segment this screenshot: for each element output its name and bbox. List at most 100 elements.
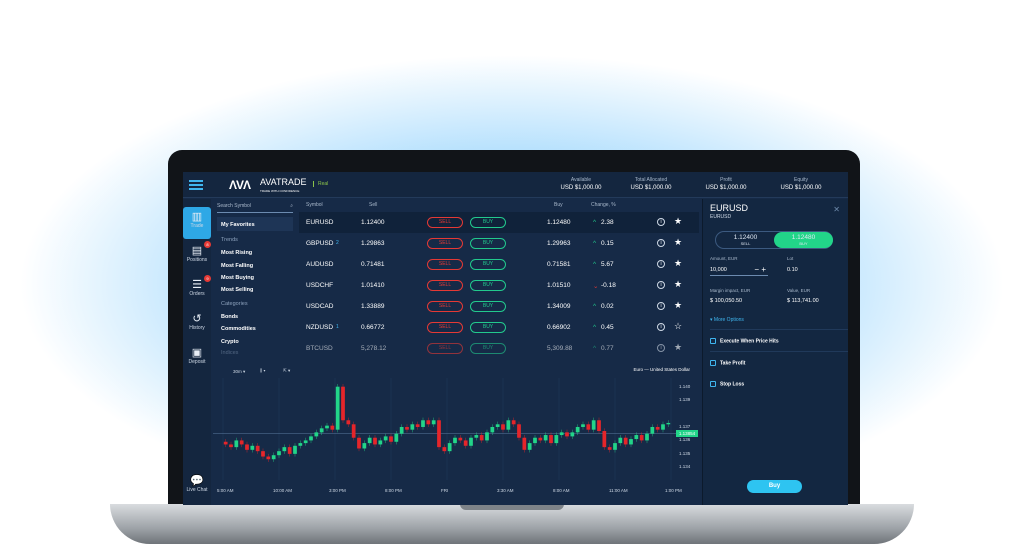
sell-button[interactable]: SELL (427, 322, 463, 333)
candle (501, 424, 505, 430)
candle (229, 444, 233, 448)
sell-button[interactable]: SELL (427, 280, 463, 291)
candle (399, 426, 404, 434)
sell-button[interactable]: SELL (427, 259, 463, 270)
nav-positions[interactable]: ▤ Positions 8 (183, 241, 211, 273)
option-execute-when-price-hits[interactable]: Execute When Price Hits (710, 329, 848, 349)
close-icon[interactable]: ✕ (833, 205, 840, 214)
sidebar-item-indices[interactable]: Indices (221, 350, 239, 356)
lot-value: 0.10 (787, 267, 798, 273)
buy-button[interactable]: BUY (470, 301, 506, 312)
star-filled-icon[interactable]: ★ (674, 237, 683, 247)
info-icon[interactable]: i (657, 260, 665, 268)
candle (575, 426, 580, 433)
star-filled-icon[interactable]: ★ (674, 279, 683, 289)
sidebar-item-most-selling[interactable]: Most Selling (221, 287, 254, 293)
candle (565, 432, 569, 437)
sidebar-item-most-rising[interactable]: Most Rising (221, 250, 253, 256)
candle (357, 437, 361, 449)
table-row[interactable]: GBPUSD 2 1.29863 SELL BUY 1.29963 ^ 0.15… (299, 233, 699, 254)
table-row[interactable]: AUDUSD 0.71481 SELL BUY 0.71581 ^ 5.67 i… (299, 254, 699, 275)
sell-button[interactable]: SELL (427, 301, 463, 312)
chart-type-icon[interactable]: ⫼ ▾ (260, 368, 266, 373)
sell-button[interactable]: SELL (427, 217, 463, 228)
sidebar-item-favorites[interactable]: My Favorites (221, 222, 255, 228)
symbol: AUDUSD (306, 261, 334, 268)
x-tick-label: 1:00 PM (665, 488, 682, 493)
info-icon[interactable]: i (657, 344, 665, 352)
x-tick-label: 5:00 AM (217, 488, 234, 493)
sell-buy-toggle: 1.12400 SELL 1.12480 BUY (715, 231, 833, 249)
briefcase-icon: ▤ (191, 245, 203, 257)
table-row[interactable]: USDCAD 1.33889 SELL BUY 1.34009 ^ 0.02 i… (299, 296, 699, 317)
sell-price: 1.01410 (361, 282, 385, 289)
option-take-profit[interactable]: Take Profit (710, 351, 848, 371)
info-icon[interactable]: i (657, 239, 665, 247)
star-filled-icon[interactable]: ★ (674, 300, 683, 310)
sell-button[interactable]: SELL (427, 238, 463, 249)
sidebar-item-commodities[interactable]: Commodities (221, 326, 256, 332)
info-icon[interactable]: i (657, 302, 665, 310)
table-row[interactable]: BTCUSD 5,278.12 SELL BUY 5,309.88 ^ 0.77… (299, 338, 699, 359)
table-row[interactable]: EURUSD 1.12400 SELL BUY 1.12480 ^ 2.38 i… (299, 212, 699, 233)
star-filled-icon[interactable]: ★ (674, 216, 683, 226)
change-percent: 0.45 (601, 324, 614, 331)
candle (495, 424, 500, 427)
nav-orders[interactable]: ☰ Orders 9 (183, 275, 211, 307)
candle (623, 437, 628, 445)
cursor-tool-icon[interactable]: ⇱ ▾ (283, 368, 291, 373)
buy-button[interactable]: Buy (747, 480, 802, 493)
hamburger-menu-icon[interactable] (189, 180, 203, 190)
more-options-link[interactable]: ▾ More Options (710, 317, 744, 323)
candle (335, 386, 340, 430)
sell-button[interactable]: SELL (427, 343, 463, 354)
my-favorites[interactable] (217, 217, 293, 231)
arrow-up-icon: ^ (593, 324, 597, 331)
buy-button[interactable]: BUY (470, 217, 506, 228)
info-icon[interactable]: i (657, 218, 665, 226)
candle (629, 439, 633, 445)
y-tick-label: 1.135 (679, 450, 691, 456)
nav-live-chat[interactable]: 💬 Live Chat (183, 471, 211, 503)
star-outline-icon[interactable]: ☆ (674, 321, 683, 331)
star-filled-icon[interactable]: ★ (674, 258, 683, 268)
candle (639, 435, 644, 441)
buy-button[interactable]: BUY (470, 238, 506, 249)
star-filled-icon[interactable]: ★ (674, 342, 683, 352)
sidebar-item-crypto[interactable]: Crypto (221, 339, 239, 345)
nav-deposit[interactable]: ▣ Deposit (183, 343, 211, 375)
symbol: EURUSD (306, 219, 334, 226)
buy-button[interactable]: BUY (470, 322, 506, 333)
chat-icon: 💬 (190, 475, 204, 487)
candle (255, 445, 260, 452)
interval-dropdown[interactable]: 30m ▾ (233, 369, 246, 374)
sidebar-item-most-falling[interactable]: Most Falling (221, 263, 254, 269)
change-percent: 2.38 (601, 219, 614, 226)
candle (287, 447, 292, 454)
nav-trade[interactable]: ▥ Trade (183, 207, 211, 239)
x-tick-label: 10:00 AM (273, 488, 293, 493)
buy-button[interactable]: BUY (470, 343, 506, 354)
arrow-up-icon: ^ (593, 240, 597, 247)
table-row[interactable]: USDCHF 1.01410 SELL BUY 1.01510 ⌄ -0.18 … (299, 275, 699, 296)
buy-toggle[interactable]: 1.12480 BUY (774, 232, 833, 248)
sell-toggle[interactable]: 1.12400 SELL (733, 234, 758, 246)
search-input[interactable]: Search Symbol ⌕ (217, 203, 293, 213)
nav-history[interactable]: ↺ History (183, 309, 211, 341)
history-icon: ↺ (192, 313, 202, 325)
table-row[interactable]: NZDUSD 1 0.66772 SELL BUY 0.66902 ^ 0.45… (299, 317, 699, 338)
sidebar-item-bonds[interactable]: Bonds (221, 314, 239, 320)
buy-button[interactable]: BUY (470, 259, 506, 270)
change-percent: 5.67 (601, 261, 614, 268)
option-stop-loss[interactable]: Stop Loss (710, 373, 848, 393)
sidebar-item-most-buying[interactable]: Most Buying (221, 275, 254, 281)
buy-button[interactable]: BUY (470, 280, 506, 291)
info-icon[interactable]: i (657, 281, 665, 289)
info-icon[interactable]: i (657, 323, 665, 331)
candle (437, 420, 441, 448)
candle (559, 432, 564, 436)
stepper-minus-plus-icon[interactable]: − + (754, 265, 766, 274)
symbol: USDCAD (306, 303, 334, 310)
candle (591, 420, 596, 430)
amount-input[interactable]: 10,000− + (710, 265, 768, 276)
